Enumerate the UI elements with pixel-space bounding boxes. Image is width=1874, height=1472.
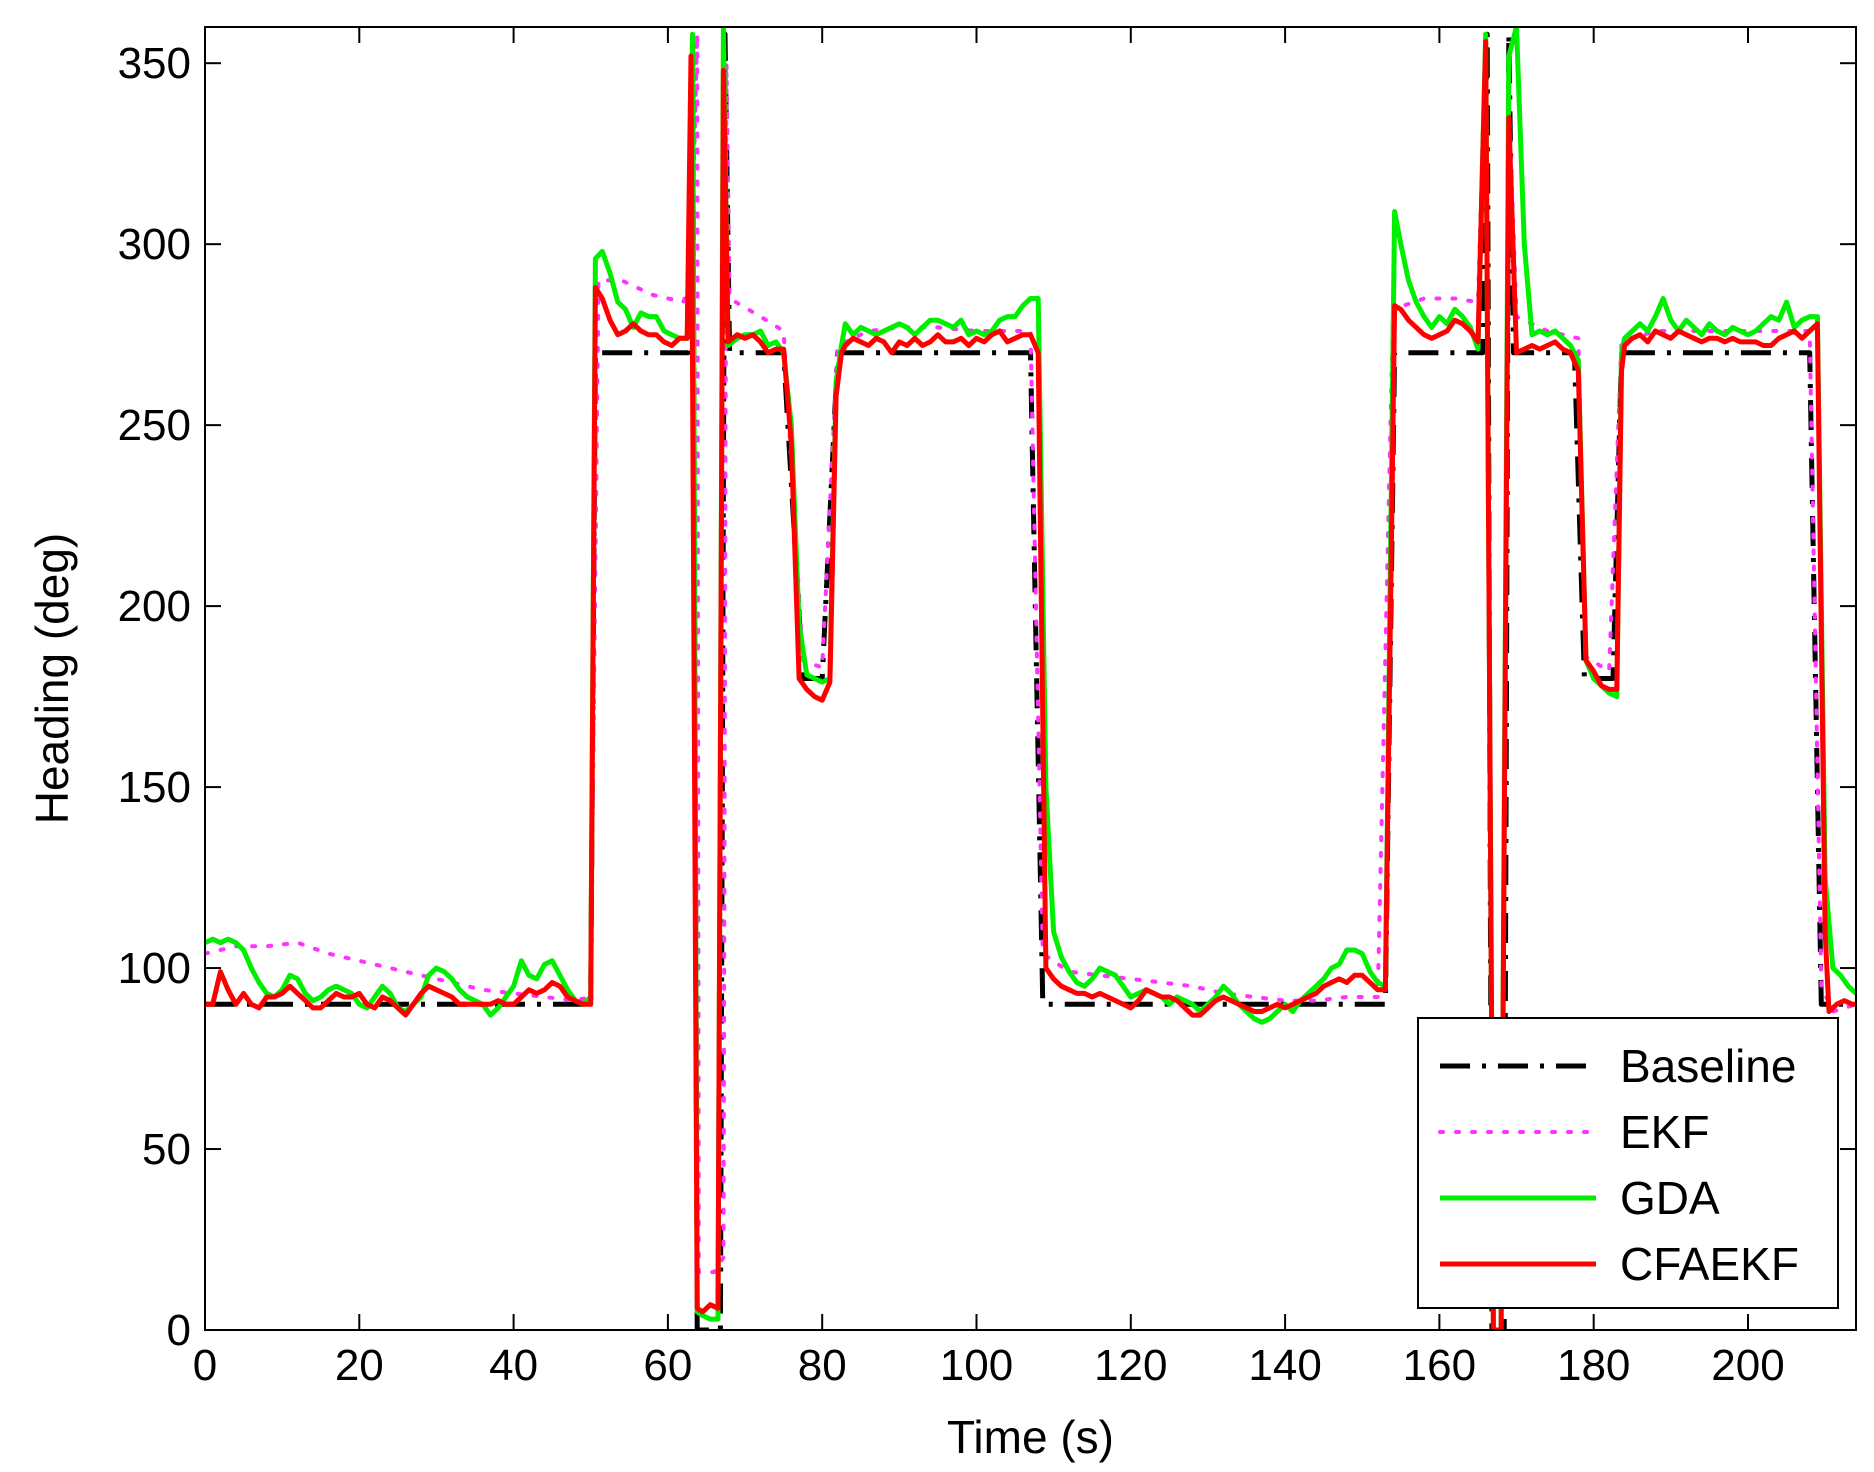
legend-label-ekf: EKF [1620,1106,1709,1158]
y-tick-label: 0 [167,1306,191,1355]
x-tick-label: 140 [1248,1341,1321,1390]
x-tick-label: 20 [335,1341,384,1390]
x-tick-label: 80 [798,1341,847,1390]
x-tick-label: 40 [489,1341,538,1390]
y-tick-label: 150 [118,763,191,812]
x-tick-label: 160 [1403,1341,1476,1390]
x-tick-label: 180 [1557,1341,1630,1390]
legend-label-cfaekf: CFAEKF [1620,1238,1799,1290]
y-tick-label: 350 [118,39,191,88]
series-line-cfaekf [205,39,1856,1330]
y-tick-label: 250 [118,401,191,450]
y-tick-label: 50 [142,1125,191,1174]
legend-box [1417,1017,1839,1309]
legend-label-baseline: Baseline [1620,1040,1796,1092]
y-tick-label: 300 [118,220,191,269]
plot-frame [204,26,1857,1331]
x-tick-label: 200 [1711,1341,1784,1390]
x-tick-label: 120 [1094,1341,1167,1390]
y-tick-label: 200 [118,582,191,631]
legend-label-gda: GDA [1620,1172,1720,1224]
legend: Baseline EKF GDA CFAEKF [1417,1017,1839,1309]
y-axis-label: Heading (deg) [26,533,78,825]
x-tick-label: 60 [643,1341,692,1390]
x-axis-label: Time (s) [947,1411,1114,1463]
ticks-layer: 0 20 40 60 80 100 120 140 160 180 200 0 50 100 150 200 2… [118,27,1856,1390]
y-tick-label: 100 [118,944,191,993]
x-tick-label: 100 [940,1341,1013,1390]
x-tick-label: 0 [193,1341,217,1390]
series-layer [205,27,1856,1330]
series-line-ekf [205,32,1856,1314]
